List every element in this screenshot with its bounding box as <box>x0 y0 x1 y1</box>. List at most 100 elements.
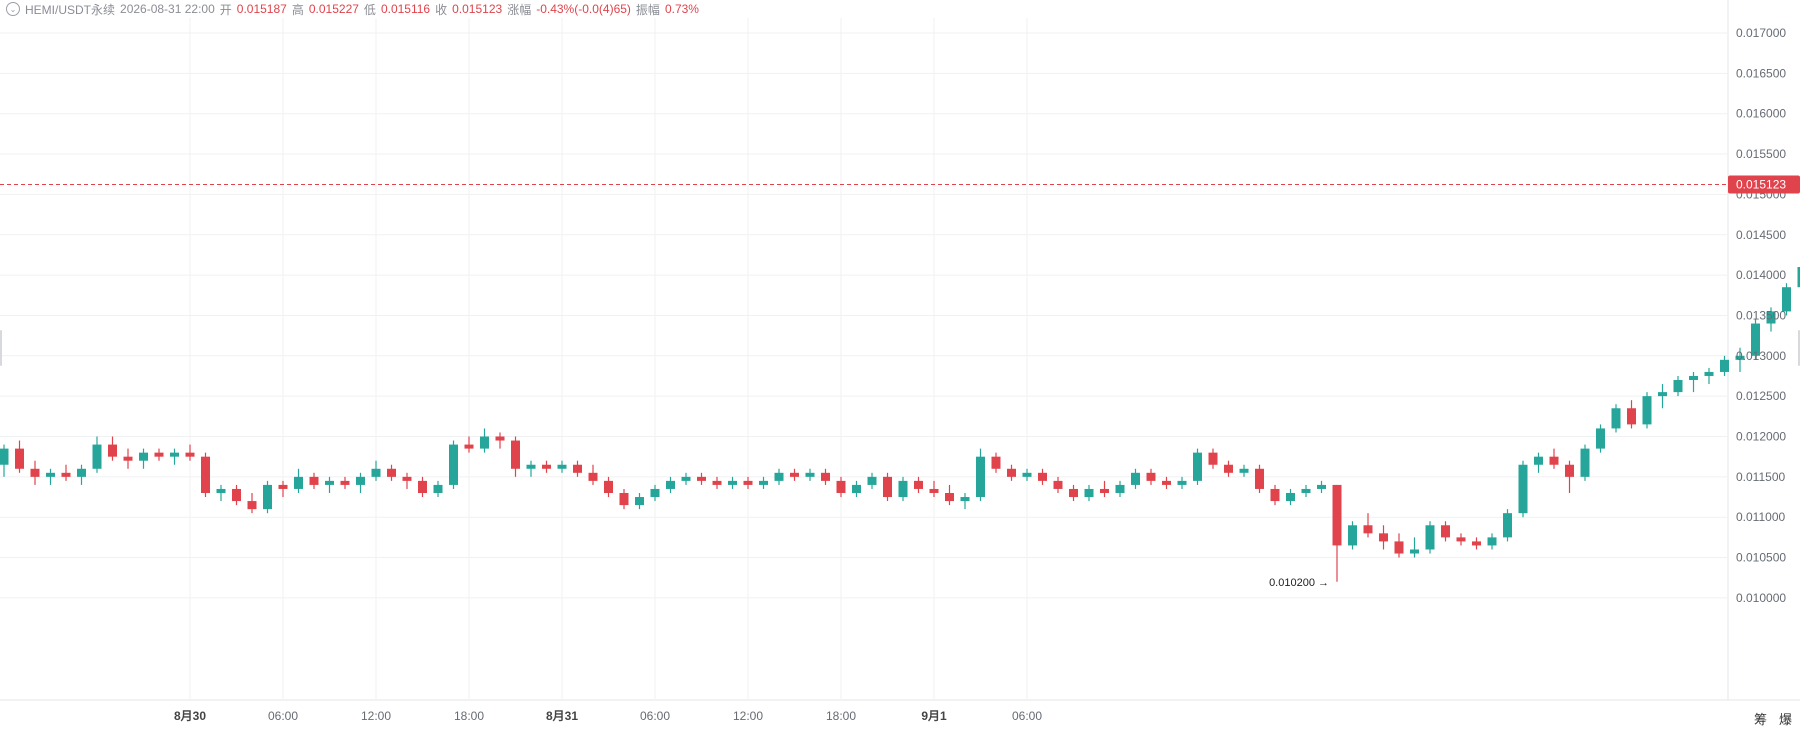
candle[interactable] <box>123 448 133 469</box>
candle[interactable] <box>371 460 381 481</box>
candle[interactable] <box>1580 444 1590 481</box>
candle[interactable] <box>1317 480 1326 493</box>
candle[interactable] <box>154 448 164 461</box>
candle[interactable] <box>1239 464 1249 477</box>
candle[interactable] <box>666 476 675 493</box>
candle[interactable] <box>1270 484 1280 506</box>
candle[interactable] <box>914 476 923 493</box>
candle[interactable] <box>1627 400 1636 429</box>
right-resize-handle[interactable] <box>1798 330 1800 366</box>
candle[interactable] <box>945 484 954 506</box>
candle[interactable] <box>1797 259 1800 295</box>
liquidation-tool-button[interactable]: 爆 <box>1778 712 1792 727</box>
candle[interactable] <box>232 484 241 506</box>
candle[interactable] <box>511 436 520 477</box>
candle[interactable] <box>495 432 505 449</box>
candle[interactable] <box>1487 533 1497 550</box>
candle[interactable] <box>1363 513 1373 538</box>
candle[interactable] <box>1301 484 1311 498</box>
candle[interactable] <box>480 428 489 453</box>
candle[interactable] <box>92 436 102 473</box>
candle[interactable] <box>1441 521 1450 542</box>
candle[interactable] <box>836 476 846 498</box>
chevron-down-icon[interactable]: ⌄ <box>6 2 20 16</box>
candle[interactable] <box>619 488 629 510</box>
candle[interactable] <box>263 480 272 514</box>
candle[interactable] <box>402 472 412 489</box>
candle[interactable] <box>1673 375 1683 397</box>
candle[interactable] <box>185 444 195 461</box>
candle[interactable] <box>1224 460 1233 477</box>
candle[interactable] <box>356 472 365 493</box>
candle[interactable] <box>449 440 458 489</box>
candle[interactable] <box>108 436 117 461</box>
candle[interactable] <box>294 468 303 493</box>
candle[interactable] <box>1472 537 1481 550</box>
candle[interactable] <box>867 472 877 489</box>
candle[interactable] <box>790 468 799 481</box>
candle[interactable] <box>697 472 706 485</box>
candle[interactable] <box>1022 468 1032 481</box>
candle[interactable] <box>960 492 970 510</box>
candle[interactable] <box>1379 525 1388 550</box>
candle[interactable] <box>635 492 644 510</box>
candle[interactable] <box>216 484 226 502</box>
candle[interactable] <box>387 464 396 481</box>
candle[interactable] <box>1069 484 1078 502</box>
candle[interactable] <box>976 448 985 502</box>
candle[interactable] <box>1193 448 1202 485</box>
candle[interactable] <box>1704 367 1714 385</box>
candle[interactable] <box>743 476 753 489</box>
candle[interactable] <box>1208 448 1218 469</box>
candle[interactable] <box>0 444 9 477</box>
candle[interactable] <box>1007 464 1016 481</box>
candle[interactable] <box>883 472 892 502</box>
candle[interactable] <box>1534 452 1543 473</box>
candle[interactable] <box>77 464 86 485</box>
candle[interactable] <box>1146 468 1156 485</box>
candle[interactable] <box>991 452 1001 473</box>
candle[interactable] <box>309 472 319 489</box>
candle[interactable] <box>1394 533 1404 558</box>
candle[interactable] <box>1332 484 1342 582</box>
candle[interactable] <box>1162 476 1171 489</box>
candle[interactable] <box>604 476 613 498</box>
candle[interactable] <box>1642 392 1652 429</box>
candle[interactable] <box>759 476 768 489</box>
candle[interactable] <box>1286 488 1295 506</box>
candle[interactable] <box>247 492 257 514</box>
candle[interactable] <box>1131 468 1140 489</box>
candle[interactable] <box>1549 448 1559 469</box>
candle[interactable] <box>30 460 40 485</box>
candle[interactable] <box>573 460 582 477</box>
candle[interactable] <box>170 448 179 465</box>
candle[interactable] <box>588 464 598 485</box>
candle[interactable] <box>433 480 443 498</box>
candle[interactable] <box>681 472 691 485</box>
candle[interactable] <box>61 464 71 481</box>
candle[interactable] <box>1115 480 1125 498</box>
candle[interactable] <box>1177 476 1187 489</box>
candle[interactable] <box>1565 460 1574 493</box>
candle[interactable] <box>46 468 55 485</box>
candle[interactable] <box>325 476 334 493</box>
candle[interactable] <box>557 460 567 473</box>
candle[interactable] <box>650 484 660 502</box>
candle[interactable] <box>340 476 350 489</box>
candle[interactable] <box>139 448 148 469</box>
candle[interactable] <box>1425 521 1435 554</box>
candle[interactable] <box>1735 347 1745 372</box>
candle[interactable] <box>464 436 474 453</box>
candle[interactable] <box>728 476 737 489</box>
candle[interactable] <box>1084 484 1094 502</box>
candle[interactable] <box>1348 521 1357 550</box>
candle[interactable] <box>1658 384 1667 409</box>
candle[interactable] <box>526 460 536 477</box>
candle[interactable] <box>1611 404 1621 433</box>
candle[interactable] <box>1782 283 1791 316</box>
candle[interactable] <box>1456 533 1466 546</box>
candle[interactable] <box>542 460 551 473</box>
candle[interactable] <box>1503 509 1512 542</box>
symbol-name[interactable]: HEMI/USDT永续 <box>25 2 116 17</box>
